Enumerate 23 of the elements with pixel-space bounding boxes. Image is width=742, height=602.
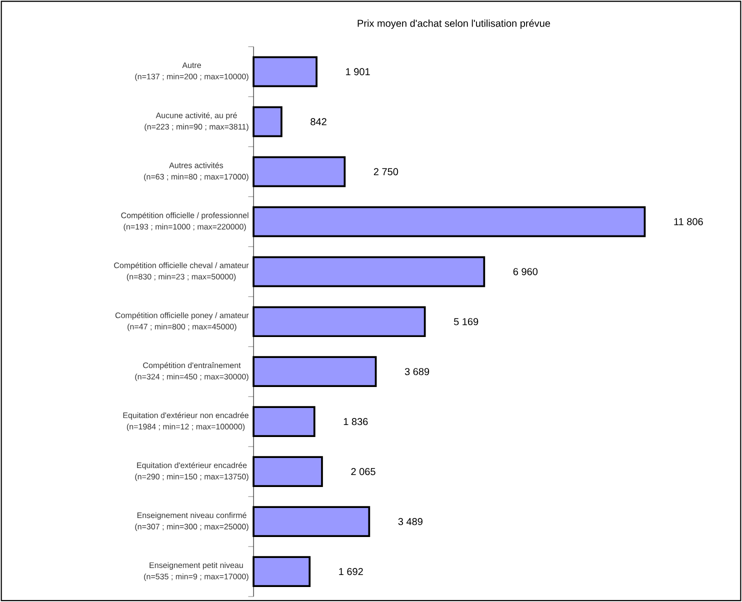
data-label: 5 169 [454,318,478,326]
data-label: 3 489 [398,518,422,526]
y-tick-label: Aucune activité, au pré (n=223 ; min=90 ; max=3811) [144,112,248,132]
data-label: 1 901 [346,68,370,76]
data-label: 842 [310,118,326,126]
data-label: 1 692 [339,568,363,576]
data-label: 3 689 [404,368,430,376]
y-tick-label: Autres activités (n=63 ; min=80 ; max=17000) [144,162,248,182]
y-tick-label: Equitation d'extérieur non encadrée (n=1984 ; min=12 ; max=100000) [123,412,248,432]
y-tick-label: Compétition officielle / professionnel (n=193 ; min=1000 ; max=220000) [121,212,248,232]
y-tick-label: Autre (n=137 ; min=200 ; max=10000) [135,62,248,82]
data-label: 2 750 [374,168,398,176]
data-label: 1 836 [344,418,368,426]
data-label: 2 065 [351,468,376,476]
data-label: 11 806 [674,218,703,226]
chart-title: Prix moyen d'achat selon l'utilisation prévue [358,19,550,29]
y-tick-label: Compétition officielle cheval / amateur (n=830 ; min=23 ; max=50000) [114,262,249,282]
y-tick-label: Compétition officielle poney / amateur (n=47 ; min=800 ; max=45000) [115,312,249,332]
y-tick-label: Compétition d'entraînement (n=324 ; min=450 ; max=30000) [135,362,248,382]
data-label: 6 960 [513,268,538,276]
y-tick-label: Equitation d'extérieur encadrée (n=290 ; min=150 ; max=13750) [135,462,248,482]
y-tick-label: Enseignement niveau confirmé (n=307 ; min=300 ; max=25000) [135,512,248,532]
y-tick-label: Enseignement petit niveau (n=535 ; min=9 ; max=17000) [144,562,248,582]
